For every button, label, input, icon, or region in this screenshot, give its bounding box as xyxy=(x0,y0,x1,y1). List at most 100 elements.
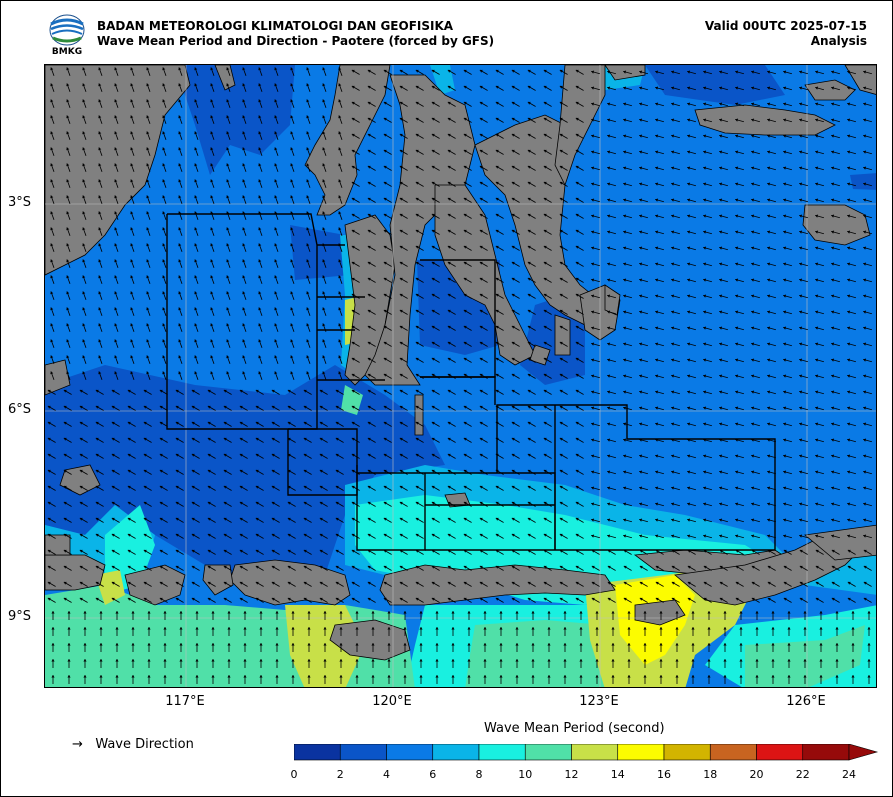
wave-arrow-head xyxy=(495,453,499,457)
wave-arrow-head xyxy=(515,643,519,646)
wave-arrow-head xyxy=(306,355,310,359)
wave-arrow-head xyxy=(527,597,531,601)
wave-arrow-head xyxy=(178,211,182,215)
wave-arrow-head xyxy=(227,627,231,630)
wave-arrow-head xyxy=(367,325,371,329)
wave-arrow-head xyxy=(131,643,135,646)
wave-arrow-head xyxy=(115,643,119,646)
wave-arrow-head xyxy=(627,611,631,614)
wave-arrow-head xyxy=(419,643,423,646)
wave-arrow-head xyxy=(447,117,451,121)
wave-arrow-head xyxy=(226,195,230,199)
wave-arrow-head xyxy=(67,627,71,630)
wave-arrow-head xyxy=(130,259,134,263)
wave-arrow-head xyxy=(463,229,467,233)
wave-arrow-head xyxy=(367,245,371,249)
wave-arrow-head xyxy=(659,643,663,646)
wave-arrow-head xyxy=(767,118,771,122)
wave-arrow-head xyxy=(415,277,419,281)
wave-arrow-head xyxy=(799,118,803,122)
wave-arrow-head xyxy=(623,70,627,74)
lon-label-126e: 126°E xyxy=(786,694,826,709)
wave-arrow-head xyxy=(479,181,483,185)
wave-arrow-head xyxy=(751,214,755,218)
wave-arrow-head xyxy=(290,355,294,359)
wave-arrow-head xyxy=(79,501,83,505)
wave-arrow-head xyxy=(95,597,99,601)
wave-arrow-head xyxy=(242,115,246,119)
wave-arrow-head xyxy=(351,453,355,457)
wave-arrow-head xyxy=(307,659,311,662)
wave-arrow-head xyxy=(242,131,246,135)
wave-arrow-head xyxy=(851,627,855,630)
wave-arrow-head xyxy=(162,179,166,183)
wave-arrow-head xyxy=(207,565,211,569)
wave-arrow-head xyxy=(146,371,150,375)
wave-arrow-head xyxy=(723,659,727,662)
wave-arrow-head xyxy=(531,659,535,662)
wave-arrow-head xyxy=(767,198,771,202)
wave-arrow-head xyxy=(687,102,691,106)
wave-arrow-head xyxy=(319,453,323,457)
wave-arrow-head xyxy=(703,358,707,362)
wave-arrow-head xyxy=(783,278,787,282)
wave-arrow-head xyxy=(194,211,198,215)
agency-title: BADAN METEOROLOGI KLIMATOLOGI DAN GEOFIS… xyxy=(97,19,454,33)
wave-period-map[interactable] xyxy=(44,64,877,688)
wave-arrow-head xyxy=(495,549,499,553)
wave-arrow-head xyxy=(98,147,102,151)
wave-arrow-head xyxy=(99,627,103,630)
wave-arrow-head xyxy=(290,83,294,87)
wave-arrow-head xyxy=(351,277,355,281)
wave-arrow-head xyxy=(783,70,787,74)
wave-arrow-head xyxy=(575,405,579,409)
wave-arrow-head xyxy=(799,597,803,601)
wave-arrow-head xyxy=(719,214,723,218)
wave-arrow-head xyxy=(735,310,739,314)
wave-arrow-head xyxy=(527,341,531,345)
wave-arrow-head xyxy=(591,565,595,569)
wave-arrow-head xyxy=(98,115,102,119)
wave-arrow-head xyxy=(463,165,467,169)
wave-arrow-head xyxy=(671,294,675,298)
wave-arrow-head xyxy=(367,69,371,73)
wave-arrow-head xyxy=(655,358,659,362)
wave-arrow-head xyxy=(146,323,150,327)
wave-arrow-head xyxy=(159,453,163,457)
wave-arrow-head xyxy=(451,627,455,630)
wave-arrow-head xyxy=(767,422,771,426)
wave-arrow-head xyxy=(559,69,563,73)
wave-arrow-head xyxy=(274,179,278,183)
wave-arrow-head xyxy=(559,533,563,537)
wave-arrow-head xyxy=(527,325,531,329)
wave-arrow-head xyxy=(675,611,679,614)
wave-arrow-head xyxy=(351,341,355,345)
wave-arrow-head xyxy=(162,227,166,231)
wave-arrow-head xyxy=(291,659,295,662)
wave-arrow-head xyxy=(511,309,515,313)
wave-arrow-head xyxy=(383,597,387,601)
wave-arrow-head xyxy=(623,294,627,298)
wave-arrow-head xyxy=(258,275,262,279)
wave-arrow-head xyxy=(495,437,499,441)
wave-arrow-head xyxy=(146,339,150,343)
wave-arrow-head xyxy=(306,227,310,231)
wave-arrow-head xyxy=(399,213,403,217)
wave-arrow-head xyxy=(543,597,547,601)
wave-arrow-head xyxy=(751,422,755,426)
wave-arrow-head xyxy=(130,147,134,151)
wave-arrow-head xyxy=(447,357,451,361)
wave-arrow-head xyxy=(191,437,195,441)
wave-arrow-head xyxy=(303,549,307,553)
wave-arrow-head xyxy=(242,339,246,343)
wave-arrow-head xyxy=(159,533,163,537)
wave-arrow-head xyxy=(867,675,871,678)
wave-arrow-head xyxy=(415,101,419,105)
wave-arrow-head xyxy=(226,163,230,167)
wave-arrow-head xyxy=(767,150,771,154)
wave-arrow-head xyxy=(367,341,371,345)
wave-arrow-head xyxy=(239,597,243,601)
colorbar xyxy=(294,744,879,761)
wave-arrow-head xyxy=(191,517,195,521)
wave-arrow-head xyxy=(851,659,855,662)
